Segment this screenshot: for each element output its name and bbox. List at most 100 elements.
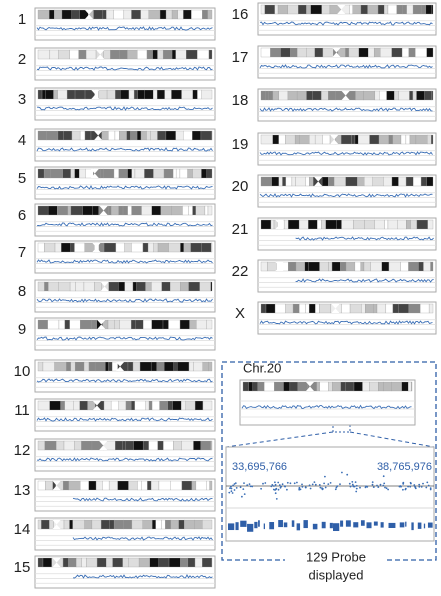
band [305, 262, 309, 271]
band [284, 220, 288, 229]
band [150, 558, 159, 567]
band [203, 401, 212, 410]
probe [279, 484, 281, 486]
band [115, 320, 120, 329]
chromosome-label: 13 [14, 482, 31, 499]
probe [284, 486, 286, 488]
band [309, 135, 315, 144]
band [131, 401, 135, 410]
band [42, 90, 45, 99]
band [165, 90, 172, 99]
probe [376, 485, 378, 487]
band [45, 90, 53, 99]
band [38, 10, 49, 19]
band [153, 169, 164, 178]
probe [384, 487, 386, 489]
band [322, 177, 328, 186]
band [211, 558, 212, 567]
band [65, 320, 70, 329]
chromosome-label: 12 [14, 442, 31, 459]
probe [418, 484, 420, 486]
band [71, 206, 83, 215]
band [315, 304, 319, 313]
probe [312, 484, 314, 486]
band [82, 558, 87, 567]
band [413, 5, 421, 14]
band [368, 48, 374, 57]
band [144, 90, 153, 99]
band [109, 481, 118, 490]
probe [330, 482, 332, 484]
band [125, 441, 133, 450]
band [69, 481, 80, 490]
band [274, 382, 283, 391]
band [370, 135, 379, 144]
band [296, 262, 305, 271]
band [355, 91, 363, 100]
band [61, 401, 65, 410]
band [271, 220, 274, 229]
gene [340, 521, 343, 527]
band [184, 243, 191, 252]
band [107, 90, 115, 99]
gene [361, 520, 365, 526]
band [209, 362, 212, 371]
gene [405, 522, 406, 527]
band [382, 262, 389, 271]
band [65, 401, 74, 410]
band [193, 169, 202, 178]
band [300, 135, 310, 144]
band [298, 5, 306, 14]
band [401, 135, 406, 144]
band [355, 135, 358, 144]
band [261, 5, 265, 14]
band [208, 10, 212, 19]
band [75, 90, 85, 99]
probe [234, 489, 236, 491]
probe [249, 483, 251, 485]
chromosome-label: 22 [232, 263, 249, 280]
band [119, 320, 131, 329]
band [341, 135, 351, 144]
probe [287, 482, 289, 484]
chromosome-label: 20 [232, 178, 249, 195]
gene [346, 520, 351, 526]
band [113, 558, 123, 567]
band [321, 91, 328, 100]
band [201, 169, 206, 178]
band [202, 558, 211, 567]
band [147, 50, 153, 59]
band [164, 169, 173, 178]
band [44, 243, 55, 252]
band [182, 90, 193, 99]
band [275, 5, 278, 14]
band [281, 48, 291, 57]
band [176, 169, 180, 178]
band [64, 520, 70, 529]
band [79, 169, 85, 178]
band [143, 320, 151, 329]
band [309, 304, 315, 313]
band [86, 558, 97, 567]
band [378, 382, 384, 391]
probe [310, 488, 312, 490]
probe [228, 492, 230, 494]
chromosome-label: 9 [18, 321, 26, 338]
band [109, 282, 119, 291]
band [85, 243, 95, 252]
band [131, 10, 140, 19]
gene [418, 523, 422, 529]
band [351, 135, 355, 144]
probe [262, 483, 264, 485]
chromosome-label: 2 [18, 51, 26, 68]
band [389, 262, 401, 271]
band [279, 135, 285, 144]
band [306, 5, 310, 14]
band [288, 5, 298, 14]
band [261, 91, 266, 100]
band [203, 362, 209, 371]
gene [313, 524, 318, 530]
band [211, 282, 212, 291]
band [431, 262, 433, 271]
band [110, 50, 119, 59]
